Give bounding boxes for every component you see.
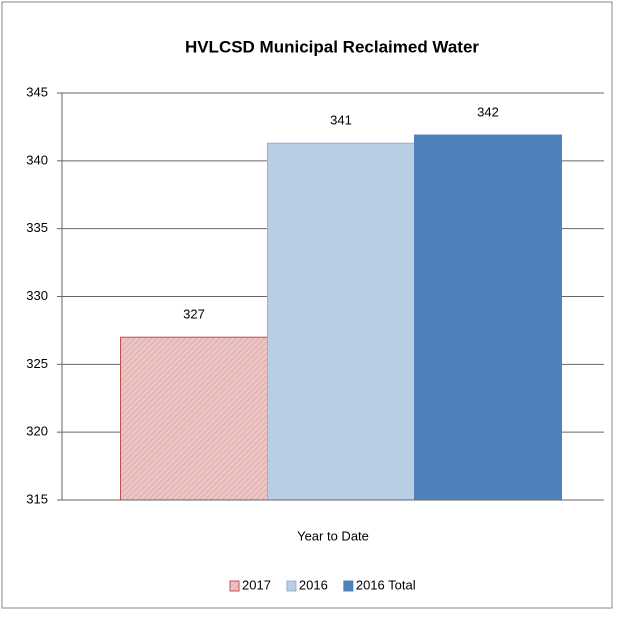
chart-title: HVLCSD Municipal Reclaimed Water [185,37,479,56]
y-tick-label: 335 [26,220,48,235]
data-label: 342 [477,104,499,119]
y-tick-label: 325 [26,356,48,371]
bar [414,134,562,501]
y-tick-label: 330 [26,288,48,303]
legend-label: 2017 [242,577,271,592]
legend-swatch [286,580,297,592]
data-label: 341 [330,113,352,128]
bar [120,336,268,501]
legend-swatch [229,580,240,592]
y-tick-label: 340 [26,152,48,167]
legend-label: 2016 [299,577,328,592]
x-tick-label: Year to Date [297,528,369,543]
y-tick-label: 345 [26,84,48,99]
y-tick-label: 320 [26,424,48,439]
bar [267,142,415,501]
y-tick-label: 315 [26,491,48,506]
data-label: 327 [183,307,205,322]
legend-swatch [343,580,354,592]
legend-label: 2016 Total [356,577,416,592]
